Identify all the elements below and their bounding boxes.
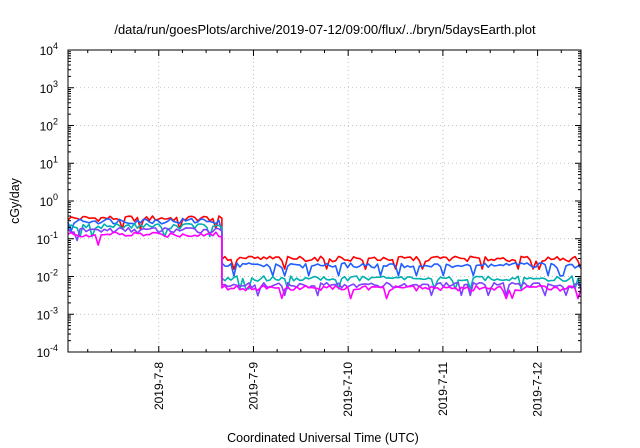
x-axis-label: Coordinated Universal Time (UTC) <box>227 431 419 445</box>
chart-title: /data/run/goesPlots/archive/2019-07-12/0… <box>114 22 536 37</box>
y-tick-label: 10-2 <box>37 268 58 285</box>
series-line <box>67 215 582 271</box>
y-tick-label: 100 <box>40 192 58 209</box>
y-tick-label: 102 <box>40 117 58 134</box>
x-tick-label: 2019-7-12 <box>531 362 545 417</box>
series-line <box>67 231 582 300</box>
x-tick-label: 2019-7-8 <box>152 362 166 410</box>
y-tick-label: 104 <box>40 41 58 58</box>
y-axis-label: cGy/day <box>8 177 22 224</box>
y-tick-label: 10-1 <box>37 230 58 247</box>
x-ticks: 2019-7-8 2019-7-9 2019-7-10 2019-7-11 2019-7… <box>87 50 562 417</box>
y-tick-label: 101 <box>40 154 58 171</box>
x-tick-label: 2019-7-11 <box>436 362 450 416</box>
x-tick-label: 2019-7-10 <box>341 362 355 417</box>
series-group <box>67 215 582 300</box>
series-line <box>67 222 582 290</box>
y-tick-label: 103 <box>40 79 58 96</box>
series-line <box>67 227 582 297</box>
y-ticks: 104 103 102 101 100 10-1 10-2 10-3 10-4 <box>37 41 581 360</box>
series-line <box>67 217 582 277</box>
grid <box>68 50 581 352</box>
y-tick-label: 10-3 <box>37 305 58 322</box>
y-tick-label: 10-4 <box>37 343 58 360</box>
x-tick-label: 2019-7-9 <box>246 362 260 410</box>
